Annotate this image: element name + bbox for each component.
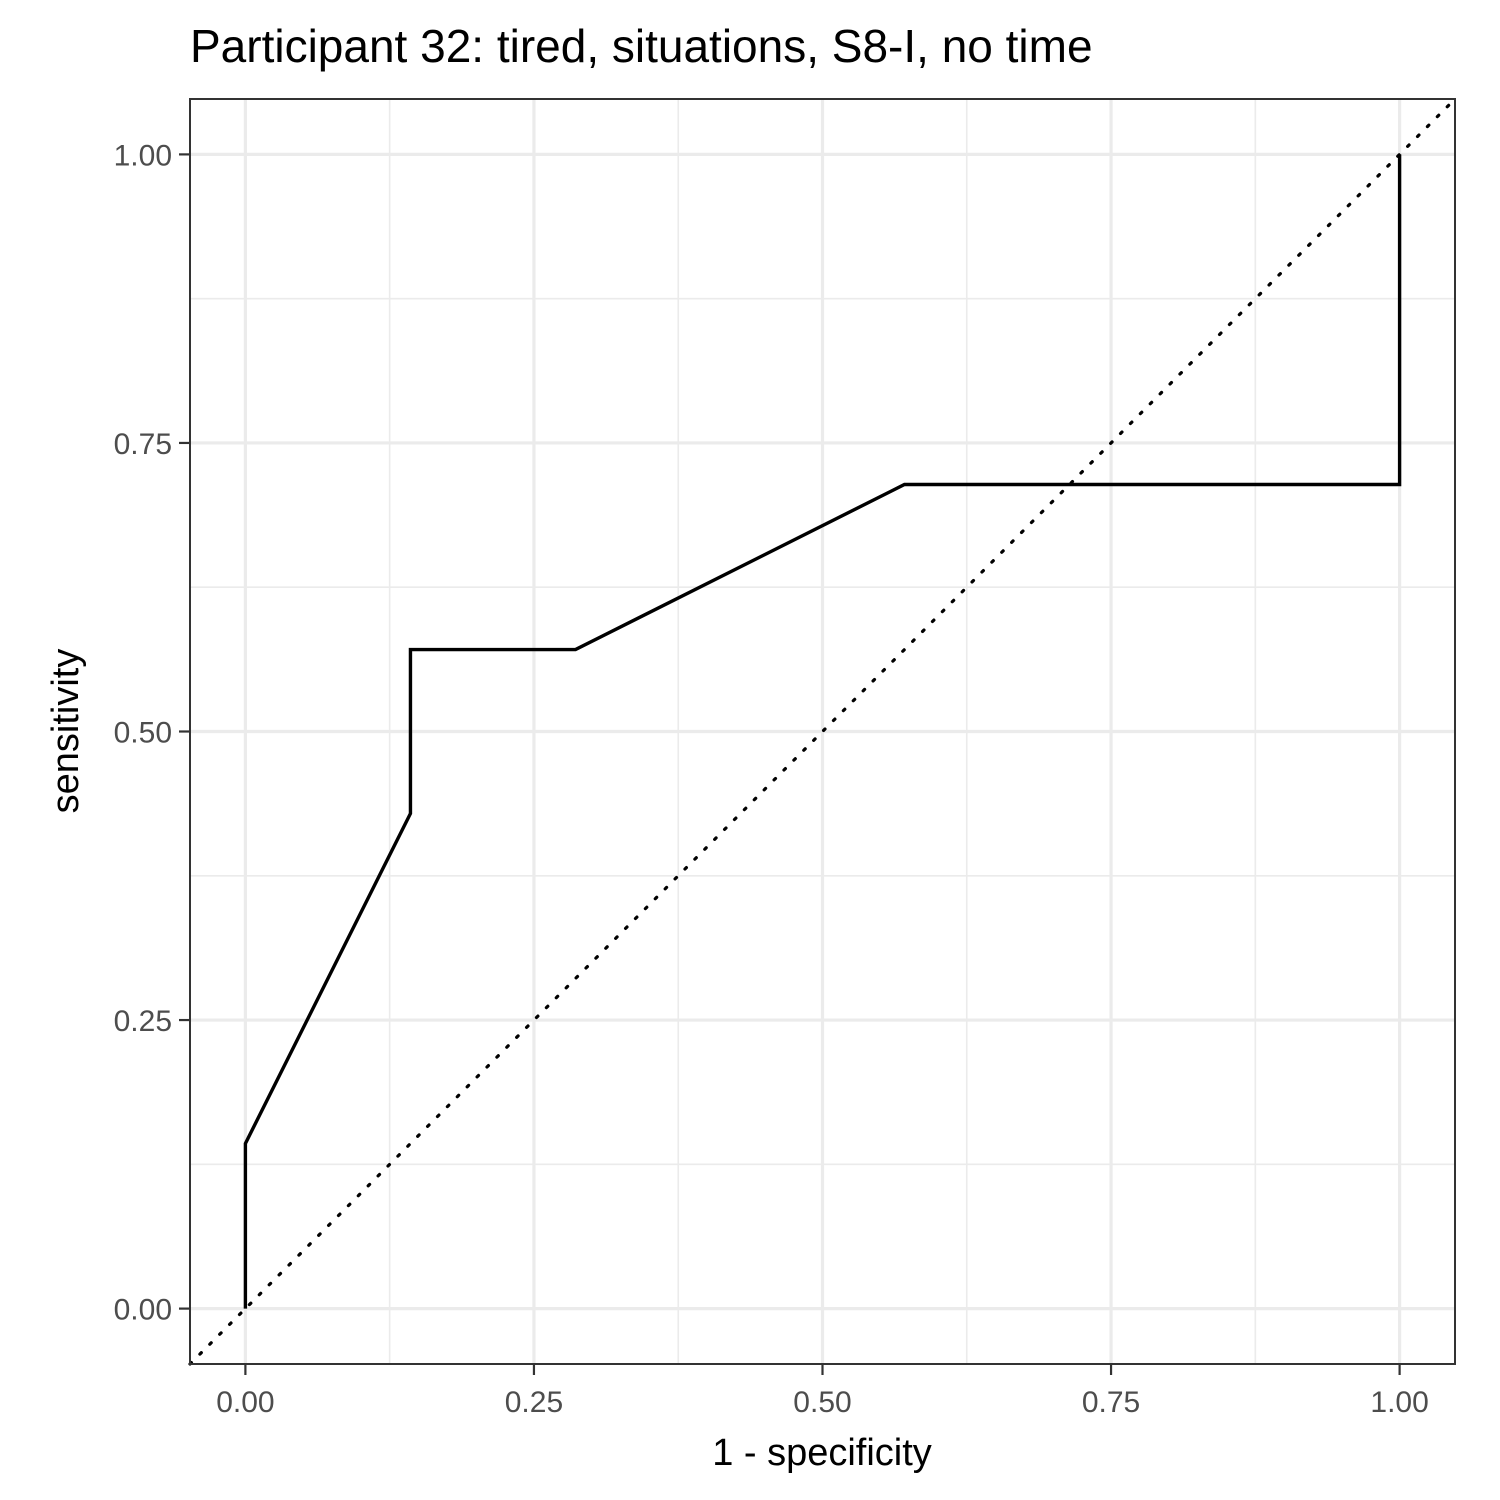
- x-tick-label-1: 0.25: [505, 1386, 563, 1419]
- y-axis: 0.00 0.25 0.50 0.75 1.00: [114, 139, 190, 1327]
- chart-title: Participant 32: tired, situations, S8-I,…: [190, 20, 1093, 72]
- y-tick-label-4: 1.00: [114, 139, 172, 172]
- reference-diagonal-line: [188, 97, 1457, 1366]
- y-tick-label-3: 0.75: [114, 428, 172, 461]
- x-tick-label-0: 0.00: [216, 1386, 274, 1419]
- x-tick-label-3: 0.75: [1082, 1386, 1140, 1419]
- reference-line-layer: [188, 97, 1457, 1366]
- y-tick-label-1: 0.25: [114, 1005, 172, 1038]
- y-tick-label-2: 0.50: [114, 717, 172, 750]
- y-tick-label-0: 0.00: [114, 1294, 172, 1327]
- x-axis: 0.00 0.25 0.50 0.75 1.00: [216, 1364, 1429, 1419]
- roc-curve-line-0: [243, 154, 1402, 1309]
- x-axis-title: 1 - specificity: [712, 1432, 932, 1474]
- series-layer: [243, 154, 1402, 1309]
- x-tick-label-4: 1.00: [1370, 1386, 1428, 1419]
- x-tick-label-2: 0.50: [793, 1386, 851, 1419]
- y-axis-title: sensitivity: [45, 649, 87, 814]
